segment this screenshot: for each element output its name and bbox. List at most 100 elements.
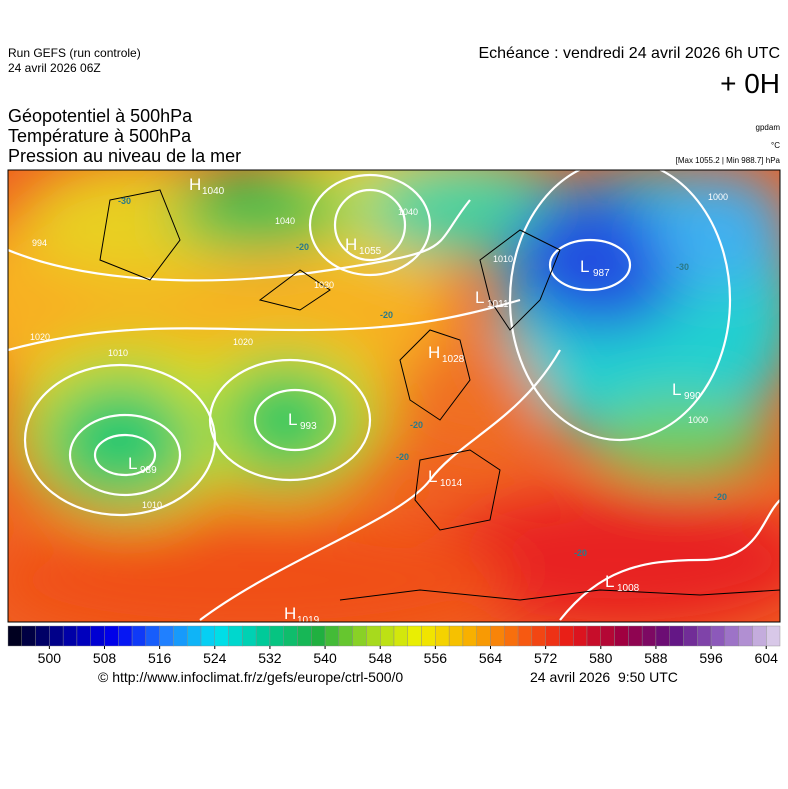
colorbar-swatch xyxy=(448,625,464,647)
isobar-label: 1000 xyxy=(688,415,708,425)
unit-1: gpdam xyxy=(755,123,780,132)
center-value: 1019 xyxy=(297,615,320,626)
colorbar-swatch xyxy=(131,625,147,647)
colorbar-swatch xyxy=(697,625,712,647)
center-kind: L xyxy=(475,288,484,307)
colorbar-tick-label: 508 xyxy=(93,650,117,666)
isobar-label: 1020 xyxy=(233,337,253,347)
colorbar-swatch xyxy=(7,625,22,647)
isobar-label: 1030 xyxy=(314,280,334,290)
colorbar-swatch xyxy=(118,625,133,647)
isobar-label: 994 xyxy=(32,238,47,248)
colorbar-tick-label: 588 xyxy=(644,650,668,666)
center-kind: H xyxy=(284,604,296,623)
colorbar-swatch xyxy=(504,625,519,647)
center-kind: H xyxy=(428,343,440,362)
colorbar-tick-label: 604 xyxy=(755,650,779,666)
isobar-label: 1040 xyxy=(398,207,418,217)
temperature-label: -30 xyxy=(118,196,131,206)
isobar-label: 1010 xyxy=(493,254,513,264)
temperature-label: -30 xyxy=(676,262,689,272)
temperature-label: -20 xyxy=(410,420,423,430)
center-value: 990 xyxy=(684,391,701,402)
center-value: 1008 xyxy=(617,583,640,594)
center-kind: H xyxy=(189,175,201,194)
colorbar-swatch xyxy=(559,625,574,647)
colorbar-swatch xyxy=(283,625,298,647)
temperature-field xyxy=(8,170,780,622)
colorbar-swatch xyxy=(62,625,78,647)
center-kind: L xyxy=(428,467,437,486)
colorbar-swatch xyxy=(724,625,739,647)
center-value: 987 xyxy=(593,268,610,279)
colorbar-swatch xyxy=(187,625,202,647)
colorbar-swatch xyxy=(531,625,546,647)
center-value: 1028 xyxy=(442,354,465,365)
colorbar-tick-label: 500 xyxy=(38,650,62,666)
colorbar-swatch xyxy=(242,625,257,647)
isobar-labels: 1040 1030 1020 1010 1010 1000 1000 994 1… xyxy=(30,192,728,510)
temperature-label: -20 xyxy=(574,548,587,558)
colorbar-swatch xyxy=(462,625,477,647)
colorbar-swatch xyxy=(752,625,767,647)
center-value: 1040 xyxy=(202,186,225,197)
center-kind: H xyxy=(345,235,357,254)
center-kind: L xyxy=(288,410,297,429)
center-kind: L xyxy=(605,572,614,591)
colorbar-swatch xyxy=(669,625,684,647)
temperature-label: -20 xyxy=(714,492,727,502)
colorbar-tick-label: 556 xyxy=(424,650,448,666)
center-value: 1055 xyxy=(359,246,382,257)
colorbar-swatch xyxy=(393,625,408,647)
colorbar-swatch xyxy=(655,625,670,647)
colorbar-swatch xyxy=(573,625,588,647)
temperature-labels: -20 -30 -20 -20 -20 -30 -20 -20 xyxy=(118,196,727,558)
colorbar-swatch xyxy=(517,625,533,647)
isobar-label: 1010 xyxy=(108,348,128,358)
center-value: 1011 xyxy=(487,299,509,310)
run-date: 24 avril 2026 06Z xyxy=(8,61,101,75)
colorbar-swatch xyxy=(738,625,753,647)
center-kind: L xyxy=(128,454,137,473)
colorbar-swatch xyxy=(600,625,615,647)
echeance: Echéance : vendredi 24 avril 2026 6h UTC xyxy=(478,45,780,62)
colorbar-swatch xyxy=(435,625,450,647)
colorbar-swatch xyxy=(200,625,215,647)
colorbar-swatch xyxy=(407,625,422,647)
colorbar-swatch xyxy=(338,625,353,647)
pressure-centers: H 1040 H 1055 L 1011 L 987 H 1028 L 993 … xyxy=(128,175,701,626)
colorbar-swatch xyxy=(90,625,105,647)
colorbar-tick-label: 548 xyxy=(369,650,393,666)
colorbar-swatch xyxy=(228,625,243,647)
isobar-label: 1040 xyxy=(275,216,295,226)
colorbar-tick-label: 532 xyxy=(258,650,282,666)
generated-time: 24 avril 2026 9:50 UTC xyxy=(530,669,678,685)
map-frame xyxy=(7,169,781,623)
colorbar-swatch xyxy=(76,625,91,647)
isobar-label: 1010 xyxy=(142,500,162,510)
center-value: 1014 xyxy=(440,478,463,489)
unit-3: [Max 1055.2 | Min 988.7] hPa xyxy=(675,156,780,165)
colorbar-swatch xyxy=(159,625,174,647)
colorbar-swatch xyxy=(35,625,50,647)
field-2: Température à 500hPa xyxy=(8,126,192,146)
colorbar-swatch xyxy=(545,625,560,647)
unit-2: °C xyxy=(771,141,780,150)
colorbar-swatch xyxy=(104,625,119,647)
colorbar-swatch xyxy=(476,625,491,647)
colorbar: 500 508 516 524 532 540 548 556 564 572 580 588 596 6… xyxy=(7,625,781,666)
colorbar-swatch xyxy=(380,625,395,647)
colorbar-swatch xyxy=(586,625,601,647)
colorbar-swatch xyxy=(324,625,340,647)
isobar-label: 1020 xyxy=(30,332,50,342)
field-1: Géopotentiel à 500hPa xyxy=(8,106,193,126)
isobar-label: 1000 xyxy=(708,192,728,202)
temperature-label: -20 xyxy=(296,242,309,252)
colorbar-tick-label: 572 xyxy=(534,650,558,666)
colorbar-tick-label: 540 xyxy=(313,650,337,666)
run-name: Run GEFS (run controle) xyxy=(8,46,141,60)
colorbar-swatch xyxy=(311,625,326,647)
colorbar-swatch xyxy=(269,625,284,647)
center-value: 989 xyxy=(140,465,157,476)
